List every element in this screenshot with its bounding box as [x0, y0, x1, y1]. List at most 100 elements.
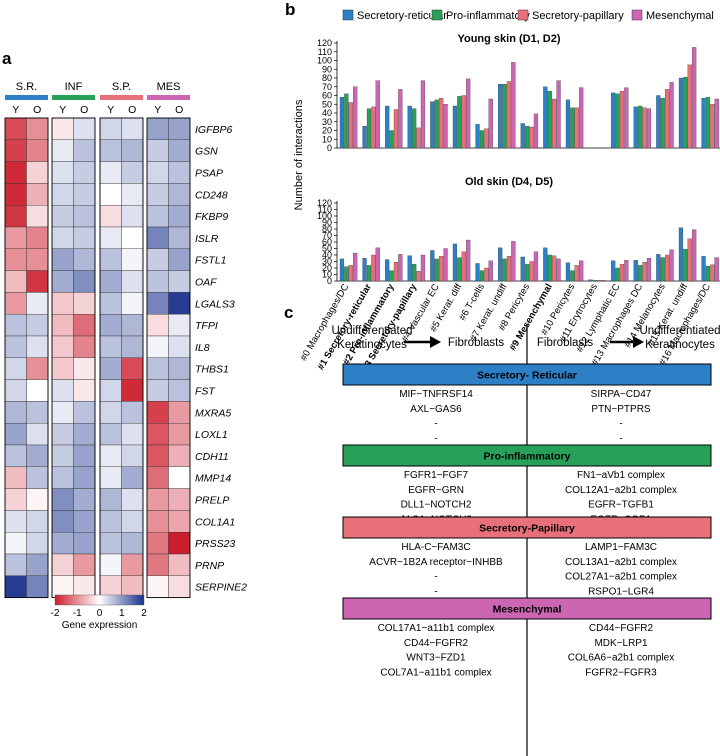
heatmap-cell [26, 401, 49, 424]
heatmap-cell [121, 401, 144, 424]
heatmap-cell [168, 335, 191, 358]
y-tick-label: 0 [327, 143, 332, 153]
bar [420, 80, 426, 149]
gene-label: CD248 [195, 189, 228, 201]
heatmap-cell [121, 292, 144, 315]
heatmap-cell [26, 270, 49, 293]
arrow-head [633, 336, 644, 348]
heatmap-cell [51, 270, 74, 293]
heatmap-cell [121, 466, 144, 489]
heatmap-cell [26, 204, 49, 228]
heatmap-cell [4, 117, 27, 140]
bar [353, 252, 358, 282]
heatmap-cell [51, 226, 74, 249]
heatmap-cell [146, 423, 169, 446]
heatmap-cell [51, 379, 74, 402]
arrow-head [430, 336, 441, 348]
heatmap-cell [51, 466, 74, 489]
heatmap-cell [146, 357, 169, 380]
interaction-table: Undifferentiated Keratinocytes Fibroblasts… [332, 324, 720, 756]
ligand-receptor-pair: MIF−TNFRSF14 [399, 389, 473, 400]
heatmap-cell [146, 117, 169, 140]
y-tick-label: 90 [322, 64, 332, 74]
heatmap-cell [51, 423, 74, 446]
gene-label: MMP14 [195, 473, 231, 485]
heatmap-cell [73, 357, 96, 380]
legend-swatch [342, 9, 354, 21]
heatmap-cell [26, 444, 49, 467]
section-title: Secretory-Papillary [479, 523, 575, 535]
heatmap-cell [99, 423, 122, 446]
heatmap-cell [168, 423, 191, 446]
bar [570, 270, 575, 282]
sample-label: Y [59, 104, 66, 116]
heatmap-cell [146, 248, 169, 271]
bar [597, 280, 602, 282]
bar [683, 248, 688, 282]
bar [375, 247, 380, 282]
heatmap-cell [73, 466, 96, 489]
bar [638, 265, 643, 282]
heatmap-cell [73, 444, 96, 467]
heatmap-cell [51, 444, 74, 467]
section-title: Secretory- Reticular [477, 370, 577, 382]
bar [547, 254, 552, 282]
bar [457, 96, 462, 149]
heatmap-cell [4, 379, 27, 402]
bar [366, 265, 372, 282]
heatmap-cell [51, 488, 74, 511]
y-tick-label: 40 [322, 250, 332, 260]
gene-label: FKBP9 [195, 211, 228, 223]
panel-label-b: b [285, 0, 295, 19]
bar [348, 102, 353, 149]
bar [461, 251, 466, 282]
bar [642, 261, 647, 282]
group-label: INF [65, 81, 83, 93]
header-left-source: Keratinocytes [337, 339, 407, 351]
bar [624, 87, 629, 149]
heatmap-cell [4, 248, 27, 271]
heatmap-cell [4, 444, 27, 467]
heatmap-cell [73, 335, 96, 358]
bar [434, 258, 439, 282]
bar [669, 249, 674, 282]
colorbar-tick: -1 [73, 608, 82, 619]
heatmap-cell [121, 488, 144, 511]
bar [556, 258, 561, 282]
heatmap-cell [99, 444, 122, 467]
bar [353, 86, 358, 149]
heatmap-cell [146, 292, 169, 315]
heatmap-cell [168, 117, 191, 140]
bar [547, 90, 552, 149]
bar [552, 98, 557, 149]
header-right-target: Undifferentiated [640, 325, 720, 337]
heatmap-cell [51, 292, 74, 315]
bar [457, 257, 462, 282]
colorbar-tick: 1 [119, 608, 125, 619]
y-tick-label: 120 [317, 198, 332, 208]
bar [434, 99, 439, 149]
bar [574, 107, 579, 149]
gene-label: GSN [195, 146, 218, 158]
y-tick-label: 0 [327, 276, 332, 286]
bar [660, 257, 665, 282]
section-header [342, 444, 712, 467]
group-frame [146, 117, 191, 599]
ligand-receptor-pair: ACVR−1B2A receptor−INHBB [369, 557, 503, 568]
heatmap-cell [146, 204, 169, 228]
heatmap-cell [51, 161, 74, 184]
bar [638, 105, 643, 149]
y-axis-label: Number of interactions [293, 99, 305, 210]
heatmap-cell [146, 401, 169, 424]
bar [461, 95, 466, 149]
heatmap-cell [51, 117, 74, 140]
ligand-receptor-pair: COL17A1−a11b1 complex [378, 623, 495, 634]
heatmap-cell [168, 575, 191, 598]
bar [665, 89, 670, 149]
heatmap-cell [4, 488, 27, 511]
gene-label: LOXL1 [195, 429, 228, 441]
y-tick-label: 60 [322, 91, 332, 101]
gene-label: IGFBP6 [195, 124, 233, 136]
panel-label-a: a [2, 49, 12, 68]
gene-label: FSTL1 [195, 255, 227, 267]
